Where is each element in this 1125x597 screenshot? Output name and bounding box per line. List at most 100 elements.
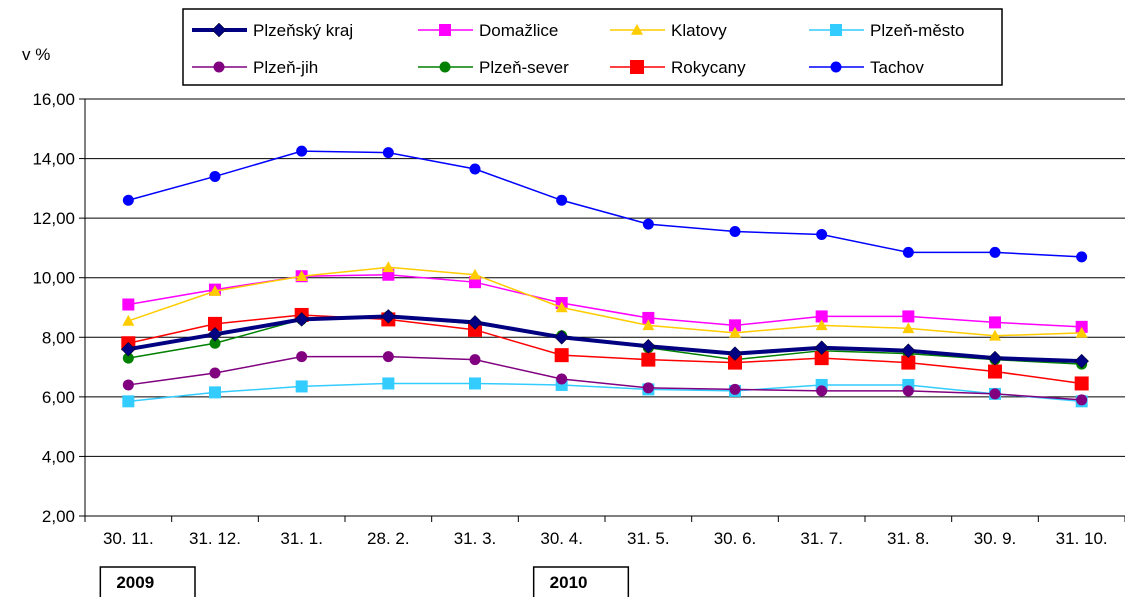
legend-item: Tachov (809, 58, 924, 77)
data-point (729, 383, 741, 395)
data-point (987, 350, 1003, 366)
data-point (1076, 394, 1088, 406)
data-point (642, 311, 655, 324)
data-point (382, 147, 394, 159)
data-point (468, 322, 482, 337)
legend-marker (211, 22, 227, 38)
axes: 2,00 4,00 6,00 8,00 10,00 12,00 14,00 16,00 30. … (32, 90, 1125, 548)
x-tick-label: 31. 1. (280, 529, 323, 548)
legend-marker (630, 60, 644, 74)
data-point (209, 337, 221, 349)
data-point (296, 145, 308, 157)
legend-item: Rokycany (610, 58, 746, 77)
series-line (127, 314, 1082, 364)
data-point (815, 319, 828, 331)
data-point (814, 351, 829, 366)
legend-item: Plzeňský kraj (192, 21, 353, 40)
data-point (642, 319, 655, 331)
data-point (554, 348, 569, 363)
data-point (989, 388, 1001, 400)
data-point (989, 329, 1001, 341)
data-point (729, 326, 741, 338)
legend-label: Rokycany (671, 58, 746, 77)
data-point (207, 326, 223, 342)
data-point (122, 379, 134, 391)
data-point (900, 343, 916, 359)
data-point (1076, 251, 1088, 263)
y-tick-label: 6,00 (42, 388, 75, 407)
x-tick-label: 31. 7. (800, 529, 843, 548)
data-point (209, 386, 221, 399)
data-point (122, 194, 134, 206)
legend-box (182, 8, 1003, 86)
data-point (816, 385, 828, 397)
series-line (128, 355, 1082, 401)
y-tick-label: 12,00 (32, 209, 75, 228)
data-point (902, 322, 915, 334)
legend-item: Plzeň-jih (192, 58, 318, 77)
legend-marker (631, 24, 643, 35)
legend-item: Domažlice (418, 21, 558, 40)
data-point (642, 382, 654, 394)
year-text: 2009 (116, 573, 154, 592)
series-line (128, 150, 1082, 258)
data-point (295, 270, 308, 282)
legend-label: Plzeň-sever (479, 58, 569, 77)
data-point (122, 395, 135, 408)
series-line (128, 314, 1082, 385)
data-point (382, 377, 395, 390)
data-point (296, 351, 308, 363)
data-point (209, 285, 221, 296)
y-tick-label: 10,00 (32, 269, 75, 288)
data-point (642, 218, 654, 230)
legend-label: Klatovy (671, 21, 727, 40)
legend: Plzeňský kraj Domažlice Klatovy Plzeň-město… (192, 21, 964, 77)
data-point (1074, 353, 1090, 369)
legend-marker (830, 61, 842, 73)
data-point (989, 316, 1001, 329)
data-point (902, 385, 914, 397)
data-point (1075, 326, 1088, 338)
data-point (989, 246, 1001, 258)
legend-label: Domažlice (479, 21, 558, 40)
series-lines (120, 145, 1090, 408)
x-tick-label: 31. 8. (887, 529, 930, 548)
gridlines (85, 98, 1125, 517)
data-point (902, 310, 915, 323)
series-Rokycany (121, 307, 1089, 391)
data-point (294, 312, 310, 327)
legend-marker (830, 24, 842, 36)
legend-item: Plzeň-sever (418, 58, 569, 77)
x-tick-label: 31. 3. (454, 529, 497, 548)
legend-marker (439, 24, 451, 36)
data-point (640, 338, 656, 354)
data-point (208, 316, 222, 331)
x-tick-label: 30. 4. (540, 529, 583, 548)
data-point (120, 341, 136, 357)
x-tick-label: 28. 2. (367, 529, 410, 548)
data-point (727, 346, 743, 362)
legend-label: Tachov (870, 58, 924, 77)
data-point (380, 309, 396, 324)
data-point (469, 354, 481, 366)
y-axis-unit-label: v % (22, 45, 50, 64)
x-tick-label: 31. 5. (627, 529, 670, 548)
y-tick-label: 8,00 (42, 328, 75, 347)
data-point (382, 261, 395, 273)
data-point (814, 340, 830, 356)
data-point (556, 194, 568, 206)
legend-marker (213, 61, 225, 73)
data-point (122, 314, 135, 326)
data-point (556, 373, 568, 385)
y-tick-label: 16,00 (32, 90, 75, 109)
data-point (816, 229, 828, 241)
series-Tachov (122, 145, 1088, 263)
data-point (728, 355, 742, 370)
data-point (469, 377, 481, 390)
series-Klatovy (122, 261, 1088, 341)
series-line (128, 382, 1082, 403)
y-tick-label: 2,00 (42, 507, 75, 526)
data-point (554, 329, 570, 345)
data-point (729, 226, 741, 238)
